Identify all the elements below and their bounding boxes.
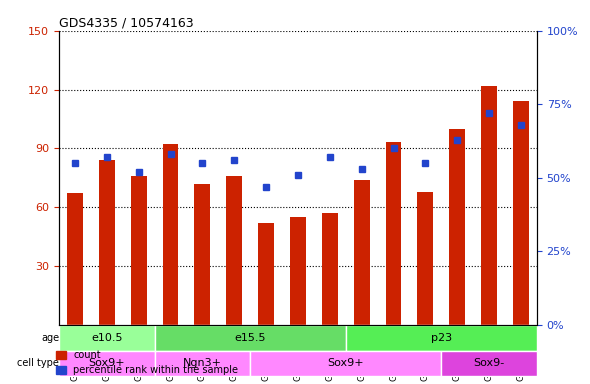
Text: p23: p23 <box>431 333 452 343</box>
Bar <box>481 86 497 325</box>
FancyBboxPatch shape <box>155 351 250 376</box>
Text: e10.5: e10.5 <box>91 333 123 343</box>
Bar <box>450 129 465 325</box>
Bar <box>227 176 242 325</box>
FancyBboxPatch shape <box>59 351 155 376</box>
Bar <box>258 223 274 325</box>
Text: Sox9+: Sox9+ <box>327 358 364 369</box>
Bar <box>290 217 306 325</box>
FancyBboxPatch shape <box>155 325 346 351</box>
Bar <box>513 101 529 325</box>
Text: age: age <box>41 333 59 343</box>
Text: cell type: cell type <box>17 358 59 369</box>
Text: Sox9+: Sox9+ <box>88 358 125 369</box>
Legend: count, percentile rank within the sample: count, percentile rank within the sample <box>52 346 242 379</box>
Text: Sox9-: Sox9- <box>474 358 504 369</box>
Bar <box>67 194 83 325</box>
Bar <box>322 213 337 325</box>
Bar <box>386 142 401 325</box>
Text: GDS4335 / 10574163: GDS4335 / 10574163 <box>59 17 194 30</box>
Bar <box>99 160 114 325</box>
Bar <box>418 192 433 325</box>
Text: Ngn3+: Ngn3+ <box>183 358 222 369</box>
Bar <box>163 144 179 325</box>
Bar <box>131 176 146 325</box>
FancyBboxPatch shape <box>250 351 441 376</box>
FancyBboxPatch shape <box>441 351 537 376</box>
Bar <box>195 184 210 325</box>
Text: e15.5: e15.5 <box>234 333 266 343</box>
FancyBboxPatch shape <box>59 325 155 351</box>
Bar <box>353 180 369 325</box>
FancyBboxPatch shape <box>346 325 537 351</box>
